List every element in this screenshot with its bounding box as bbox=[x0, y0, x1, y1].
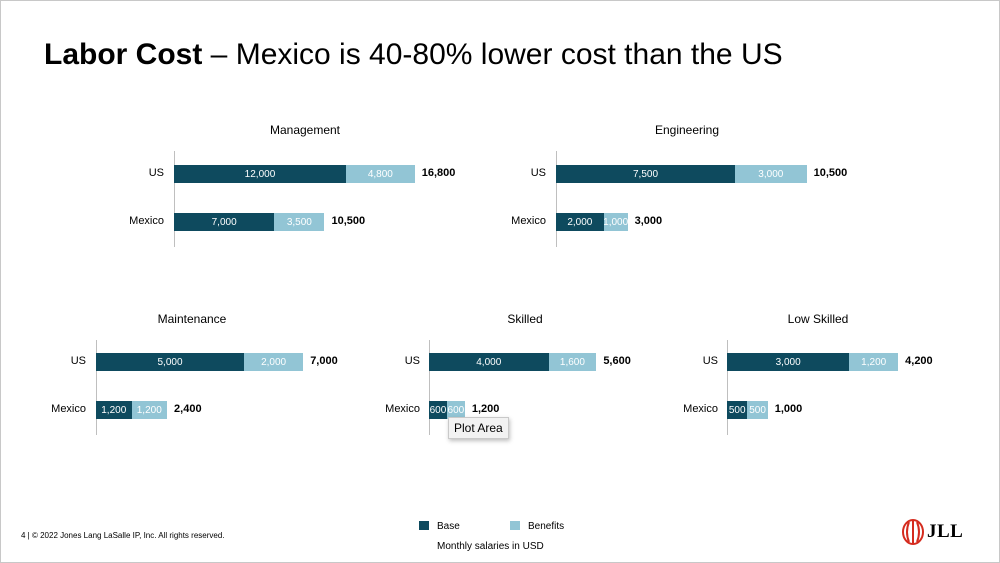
maintenance-bar-base-mexico: 1,200 bbox=[96, 401, 132, 419]
management-category-label-us: US bbox=[148, 167, 164, 179]
engineering-bar-benefits-mexico: 1,000 bbox=[603, 213, 628, 231]
low-skilled-bar-base-mexico: 500 bbox=[727, 401, 748, 419]
low-skilled-bar-benefits-us: 1,200 bbox=[849, 353, 899, 371]
maintenance-chart-title: Maintenance bbox=[157, 312, 227, 326]
engineering-bar-base-us: 7,500 bbox=[556, 165, 736, 183]
legend-swatch-base bbox=[419, 521, 429, 530]
low-skilled-bar-benefits-mexico: 500 bbox=[747, 401, 768, 419]
jll-logo-icon bbox=[902, 519, 924, 545]
skilled-axis-line bbox=[429, 340, 430, 435]
maintenance-bar-base-us: 5,000 bbox=[96, 353, 244, 371]
low-skilled-chart-title: Low Skilled bbox=[787, 312, 849, 326]
low-skilled-total-label-mexico: 1,000 bbox=[774, 403, 803, 415]
management-bar-benefits-us: 4,800 bbox=[345, 165, 415, 183]
management-bar-base-us: 12,000 bbox=[174, 165, 346, 183]
maintenance-category-label-mexico: Mexico bbox=[51, 403, 86, 415]
slide-title-bold: Labor Cost bbox=[44, 38, 203, 71]
footer-copyright: 4 | © 2022 Jones Lang LaSalle IP, Inc. A… bbox=[21, 531, 225, 540]
maintenance-axis-line bbox=[96, 340, 97, 435]
maintenance-bar-benefits-mexico: 1,200 bbox=[131, 401, 168, 419]
engineering-bar-base-mexico: 2,000 bbox=[556, 213, 604, 231]
maintenance-bar-benefits-us: 2,000 bbox=[244, 353, 304, 371]
management-bar-base-mexico: 7,000 bbox=[174, 213, 275, 231]
management-total-label-mexico: 10,500 bbox=[331, 215, 366, 227]
skilled-bar-benefits-mexico: 600 bbox=[446, 401, 465, 419]
legend-swatch-benefits bbox=[510, 521, 520, 530]
maintenance-category-label-us: US bbox=[70, 355, 86, 367]
engineering-axis-line bbox=[556, 151, 557, 247]
management-total-label-us: 16,800 bbox=[421, 167, 456, 179]
skilled-total-label-us: 5,600 bbox=[603, 355, 631, 367]
slide-title: Labor Cost – Mexico is 40-80% lower cost… bbox=[44, 38, 783, 72]
legend-label-base: Base bbox=[437, 521, 460, 532]
maintenance-total-label-mexico: 2,400 bbox=[174, 403, 202, 415]
plot-area-tooltip: Plot Area bbox=[448, 417, 509, 439]
management-axis-line bbox=[174, 151, 175, 247]
skilled-total-label-mexico: 1,200 bbox=[471, 403, 500, 415]
low-skilled-category-label-us: US bbox=[702, 355, 718, 367]
low-skilled-category-label-mexico: Mexico bbox=[683, 403, 718, 415]
slide-title-rest: – Mexico is 40-80% lower cost than the U… bbox=[202, 38, 783, 71]
engineering-category-label-us: US bbox=[530, 167, 546, 179]
engineering-total-label-us: 10,500 bbox=[813, 167, 848, 179]
low-skilled-axis-line bbox=[727, 340, 728, 435]
engineering-bar-benefits-us: 3,000 bbox=[735, 165, 807, 183]
low-skilled-bar-base-us: 3,000 bbox=[727, 353, 850, 371]
skilled-bar-base-mexico: 600 bbox=[429, 401, 447, 419]
management-chart-title: Management bbox=[269, 123, 341, 137]
management-category-label-mexico: Mexico bbox=[129, 215, 164, 227]
skilled-chart-title: Skilled bbox=[507, 312, 543, 326]
legend-note: Monthly salaries in USD bbox=[437, 541, 544, 552]
skilled-category-label-us: US bbox=[404, 355, 420, 367]
maintenance-total-label-us: 7,000 bbox=[310, 355, 338, 367]
jll-logo-text: JLL bbox=[927, 521, 964, 542]
engineering-category-label-mexico: Mexico bbox=[511, 215, 546, 227]
engineering-chart-title: Engineering bbox=[654, 123, 720, 137]
management-bar-benefits-mexico: 3,500 bbox=[274, 213, 325, 231]
jll-logo: JLL bbox=[902, 519, 963, 545]
skilled-bar-base-us: 4,000 bbox=[429, 353, 549, 371]
legend-label-benefits: Benefits bbox=[528, 521, 565, 532]
skilled-category-label-mexico: Mexico bbox=[385, 403, 420, 415]
engineering-total-label-mexico: 3,000 bbox=[634, 215, 663, 227]
skilled-bar-benefits-us: 1,600 bbox=[548, 353, 597, 371]
low-skilled-total-label-us: 4,200 bbox=[905, 355, 933, 367]
